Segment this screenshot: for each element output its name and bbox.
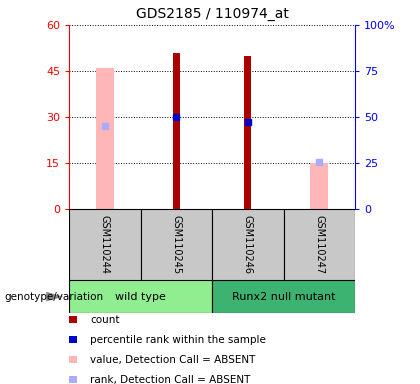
Text: GSM110247: GSM110247 (314, 215, 324, 274)
Text: genotype/variation: genotype/variation (4, 291, 103, 302)
Text: count: count (90, 315, 120, 325)
Bar (212, 209, 284, 280)
Text: GSM110245: GSM110245 (171, 215, 181, 274)
Bar (284, 209, 355, 280)
Text: value, Detection Call = ABSENT: value, Detection Call = ABSENT (90, 355, 256, 365)
Bar (69, 209, 141, 280)
Bar (96, 68, 114, 209)
Text: GSM110246: GSM110246 (243, 215, 253, 274)
Text: rank, Detection Call = ABSENT: rank, Detection Call = ABSENT (90, 375, 251, 384)
Bar (141, 209, 212, 280)
Bar (69, 280, 212, 313)
Title: GDS2185 / 110974_at: GDS2185 / 110974_at (136, 7, 289, 21)
Text: Runx2 null mutant: Runx2 null mutant (232, 291, 335, 302)
Text: percentile rank within the sample: percentile rank within the sample (90, 335, 266, 345)
Bar (310, 163, 328, 209)
Text: wild type: wild type (115, 291, 166, 302)
Bar (173, 53, 180, 209)
Polygon shape (46, 292, 63, 301)
Bar (244, 56, 251, 209)
Bar (212, 280, 355, 313)
Text: GSM110244: GSM110244 (100, 215, 110, 274)
